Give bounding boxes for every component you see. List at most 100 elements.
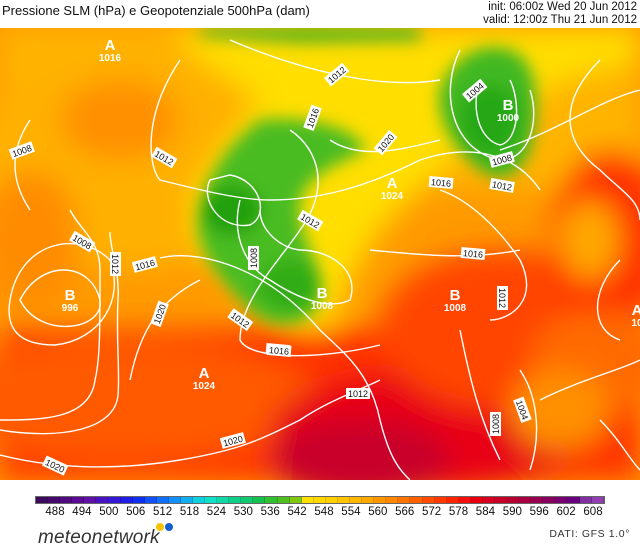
colorbar-tick: 578 [448,506,469,518]
map-canvas: 1012101610201004100810121016101210081012… [0,28,640,480]
colorbar-cell [277,497,290,503]
colorbar-cell [470,497,483,503]
svg-text:10: 10 [631,318,640,329]
colorbar-cell [180,497,194,503]
data-source: DATI: GFS 1.0° [549,528,630,540]
svg-text:1000: 1000 [497,113,520,124]
colorbar-cell [132,497,145,503]
isobar-label: 1016 [266,343,292,358]
colorbar-cell [519,497,532,503]
svg-text:1024: 1024 [381,191,404,202]
colorbar-tick: 590 [502,506,522,518]
colorbar-tick: 566 [395,506,415,518]
colorbar-tick: 536 [260,506,280,518]
colorbar-cell [108,497,121,503]
colorbar-cell [168,497,181,503]
colorbar-cell [229,497,242,503]
colorbar-cell [48,497,61,503]
colorbar-cell [531,497,544,503]
colorbar-tick: 506 [126,506,146,518]
isobar-label: 1012 [497,286,508,310]
isobar-label: 1012 [346,388,370,399]
svg-text:B: B [503,97,514,114]
colorbar-cell [120,497,133,503]
colorbar-cell [434,497,447,503]
logo-text: meteonetwork [38,527,160,548]
colorbar-cell [579,497,592,503]
weather-map[interactable]: 1012 1016 1020 1004 1008 1012 1016 1012 1008 1012… [0,28,640,480]
svg-text:1008: 1008 [311,301,334,312]
colorbar-cell [555,497,568,503]
colorbar-tick: 554 [341,506,361,518]
colorbar-cell [265,497,278,503]
colorbar-cell [422,497,435,503]
isobar-label: 1016 [460,246,486,261]
colorbar-cell [241,497,254,503]
svg-text:1012: 1012 [491,179,512,192]
isobar-label: 1008 [490,412,501,436]
colorbar-tick: 560 [368,506,388,518]
svg-text:1016: 1016 [431,177,452,189]
colorbar-cell [217,497,230,503]
colorbar-cell [337,497,351,503]
svg-text:1008: 1008 [491,414,501,434]
colorbar-tick: 524 [206,506,226,518]
valid-time: valid: 12:00z Thu 21 Jun 2012 [483,14,637,26]
colorbar-cell [156,497,169,503]
svg-text:1012: 1012 [110,254,120,274]
colorbar-cell [96,497,109,503]
colorbar-cell [543,497,556,503]
colorbar-cell [567,497,580,503]
colorbar-tick: 488 [45,506,65,518]
meteonetwork-logo: meteonetwork [38,523,173,549]
colorbar-tick-labels: 488 494 500 506 512 518 524 530 536 542 548 554 560 5… [35,506,605,520]
colorbar-cell [386,497,399,503]
colorbar-cell [301,497,314,503]
colorbar-cell [205,497,218,503]
colorbar-cell [144,497,157,503]
colorbar-tick: 572 [422,506,442,518]
colorbar-cell [350,497,363,503]
colorbar-cell [507,497,520,503]
colorbar-cell [482,497,495,503]
logo-dot-blue [165,523,173,531]
colorbar-tick: 542 [287,506,307,518]
svg-text:1008: 1008 [444,303,467,314]
svg-text:A: A [105,37,116,54]
colorbar-cell [325,497,338,503]
colorbar-cell [313,497,326,503]
colorbar-tick: 518 [179,506,200,518]
isobar-label: 1016 [428,175,454,190]
colorbar-cell [494,497,508,503]
svg-text:1012: 1012 [497,288,507,308]
svg-text:B: B [450,287,461,304]
colorbar-cell [458,497,471,503]
colorbar-cell [591,497,604,503]
svg-text:1008: 1008 [249,248,259,268]
svg-text:A: A [387,175,398,192]
svg-text:996: 996 [62,303,79,314]
svg-text:B: B [65,287,76,304]
chart-title: Pressione SLM (hPa) e Geopotenziale 500h… [2,3,310,18]
init-time: init: 06:00z Wed 20 Jun 2012 [488,1,637,13]
colorbar-cell [253,497,266,503]
isobar-label: 1008 [248,246,259,270]
colorbar-cell [410,497,423,503]
isobar-label: 1012 [489,178,515,194]
colorbar-tick: 500 [99,506,119,518]
svg-text:1016: 1016 [269,345,290,357]
colorbar-tick: 596 [529,506,549,518]
colorbar-cell [36,497,49,503]
colorbar-cell [446,497,459,503]
svg-text:1016: 1016 [99,53,122,64]
colorbar-cell [72,497,85,503]
colorbar-tick: 530 [233,506,253,518]
colorbar-tick: 602 [556,506,576,518]
high-pressure-center: A10 [631,302,640,329]
